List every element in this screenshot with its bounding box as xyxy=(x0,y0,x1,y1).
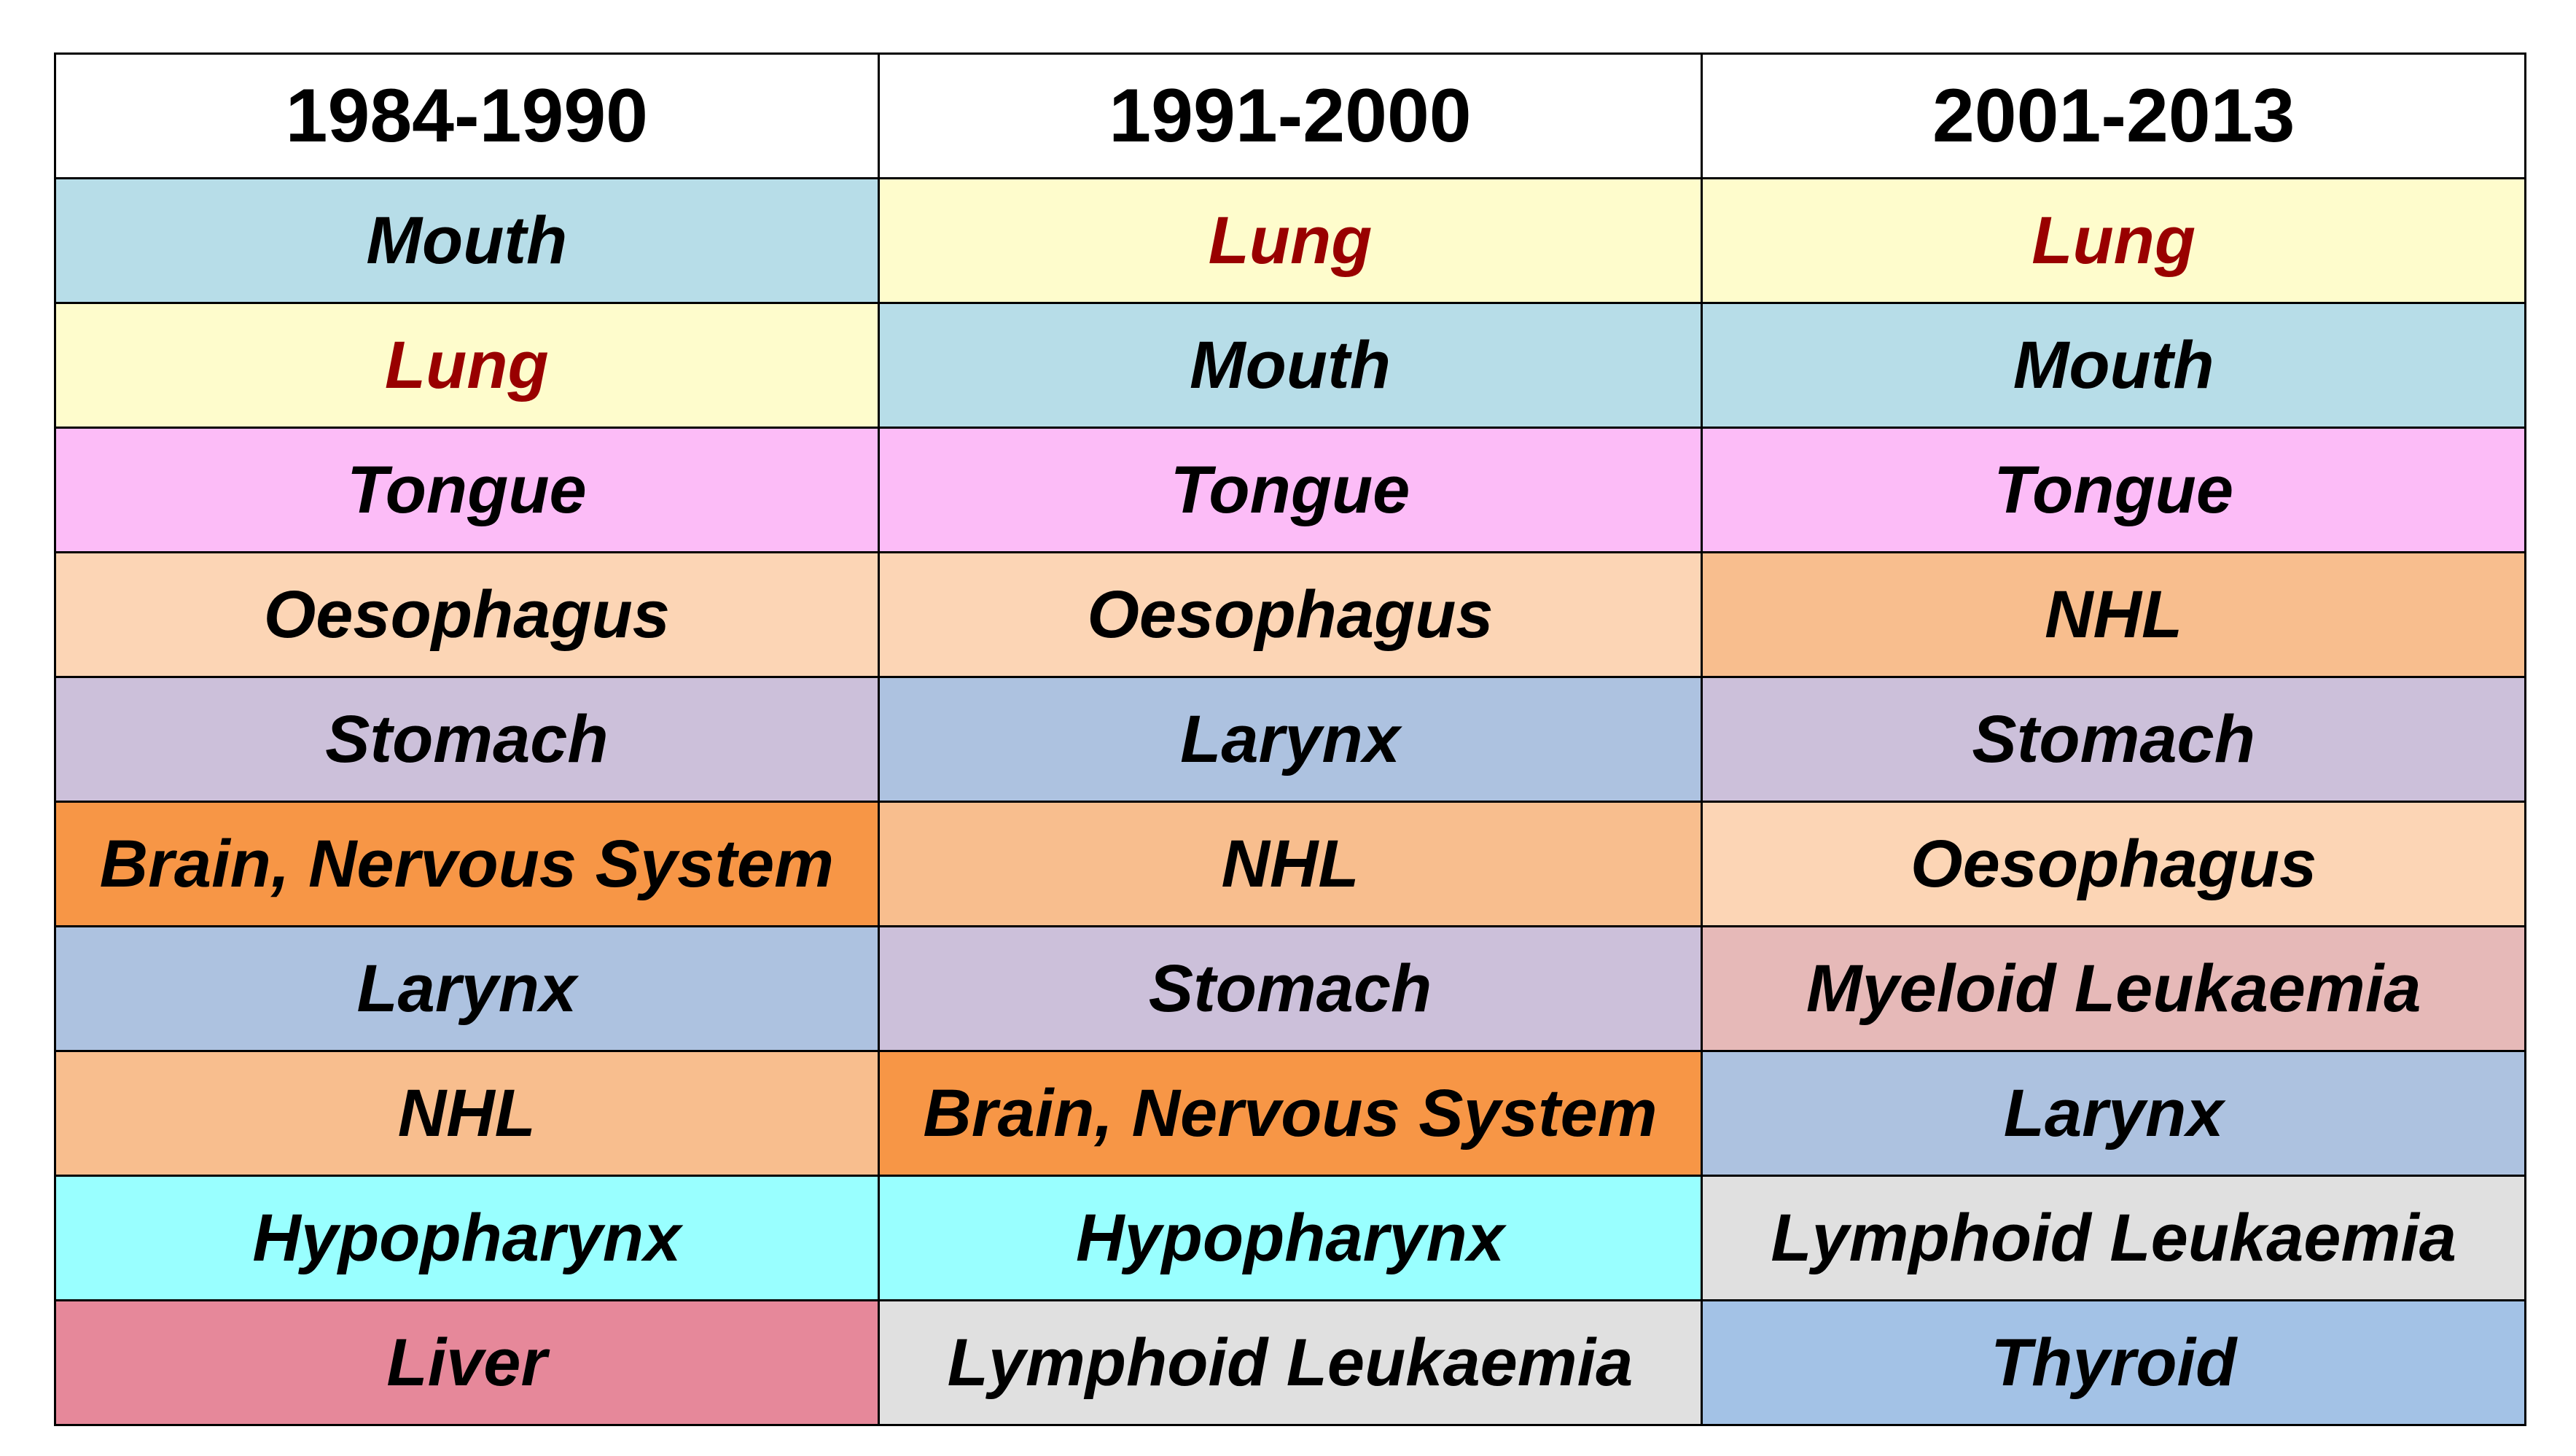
table-cell: Mouth xyxy=(1701,302,2526,429)
table-cell: Tongue xyxy=(1701,427,2526,553)
table-row: Stomach Larynx Stomach xyxy=(54,676,2526,803)
table-cell: Oesophagus xyxy=(54,551,880,678)
table-cell: Lung xyxy=(54,302,880,429)
table-cell: Larynx xyxy=(54,925,880,1052)
column-header: 2001-2013 xyxy=(1701,52,2526,179)
table-cell: Mouth xyxy=(54,177,880,304)
table-cell: Hypopharynx xyxy=(877,1175,1703,1301)
table-cell: Stomach xyxy=(1701,676,2526,803)
table-cell: NHL xyxy=(1701,551,2526,678)
table-row: NHL Brain, Nervous System Larynx xyxy=(54,1050,2526,1177)
table-cell: Larynx xyxy=(1701,1050,2526,1177)
table-cell: Lung xyxy=(1701,177,2526,304)
table-row: Lung Mouth Mouth xyxy=(54,302,2526,429)
table-row: Hypopharynx Hypopharynx Lymphoid Leukaem… xyxy=(54,1175,2526,1301)
table-row: Brain, Nervous System NHL Oesophagus xyxy=(54,801,2526,927)
table-cell: Oesophagus xyxy=(1701,801,2526,927)
table-cell: Tongue xyxy=(877,427,1703,553)
column-header: 1991-2000 xyxy=(877,52,1703,179)
table-cell: NHL xyxy=(54,1050,880,1177)
column-header: 1984-1990 xyxy=(54,52,880,179)
table-cell: Hypopharynx xyxy=(54,1175,880,1301)
table-cell: Liver xyxy=(54,1299,880,1426)
table-cell: NHL xyxy=(877,801,1703,927)
table-cell: Brain, Nervous System xyxy=(877,1050,1703,1177)
cancer-ranking-table: 1984-1990 1991-2000 2001-2013 Mouth Lung… xyxy=(54,52,2526,1426)
table-cell: Stomach xyxy=(54,676,880,803)
table-cell: Oesophagus xyxy=(877,551,1703,678)
table-cell: Lung xyxy=(877,177,1703,304)
table-cell: Stomach xyxy=(877,925,1703,1052)
table-row: Tongue Tongue Tongue xyxy=(54,427,2526,553)
table-row: Oesophagus Oesophagus NHL xyxy=(54,551,2526,678)
table-cell: Lymphoid Leukaemia xyxy=(877,1299,1703,1426)
table-cell: Thyroid xyxy=(1701,1299,2526,1426)
table-cell: Larynx xyxy=(877,676,1703,803)
table-cell: Myeloid Leukaemia xyxy=(1701,925,2526,1052)
table-cell: Lymphoid Leukaemia xyxy=(1701,1175,2526,1301)
table-cell: Brain, Nervous System xyxy=(54,801,880,927)
table-row: Liver Lymphoid Leukaemia Thyroid xyxy=(54,1299,2526,1426)
table-row: Larynx Stomach Myeloid Leukaemia xyxy=(54,925,2526,1052)
table-cell: Mouth xyxy=(877,302,1703,429)
header-row: 1984-1990 1991-2000 2001-2013 xyxy=(54,52,2526,179)
table-row: Mouth Lung Lung xyxy=(54,177,2526,304)
table-cell: Tongue xyxy=(54,427,880,553)
